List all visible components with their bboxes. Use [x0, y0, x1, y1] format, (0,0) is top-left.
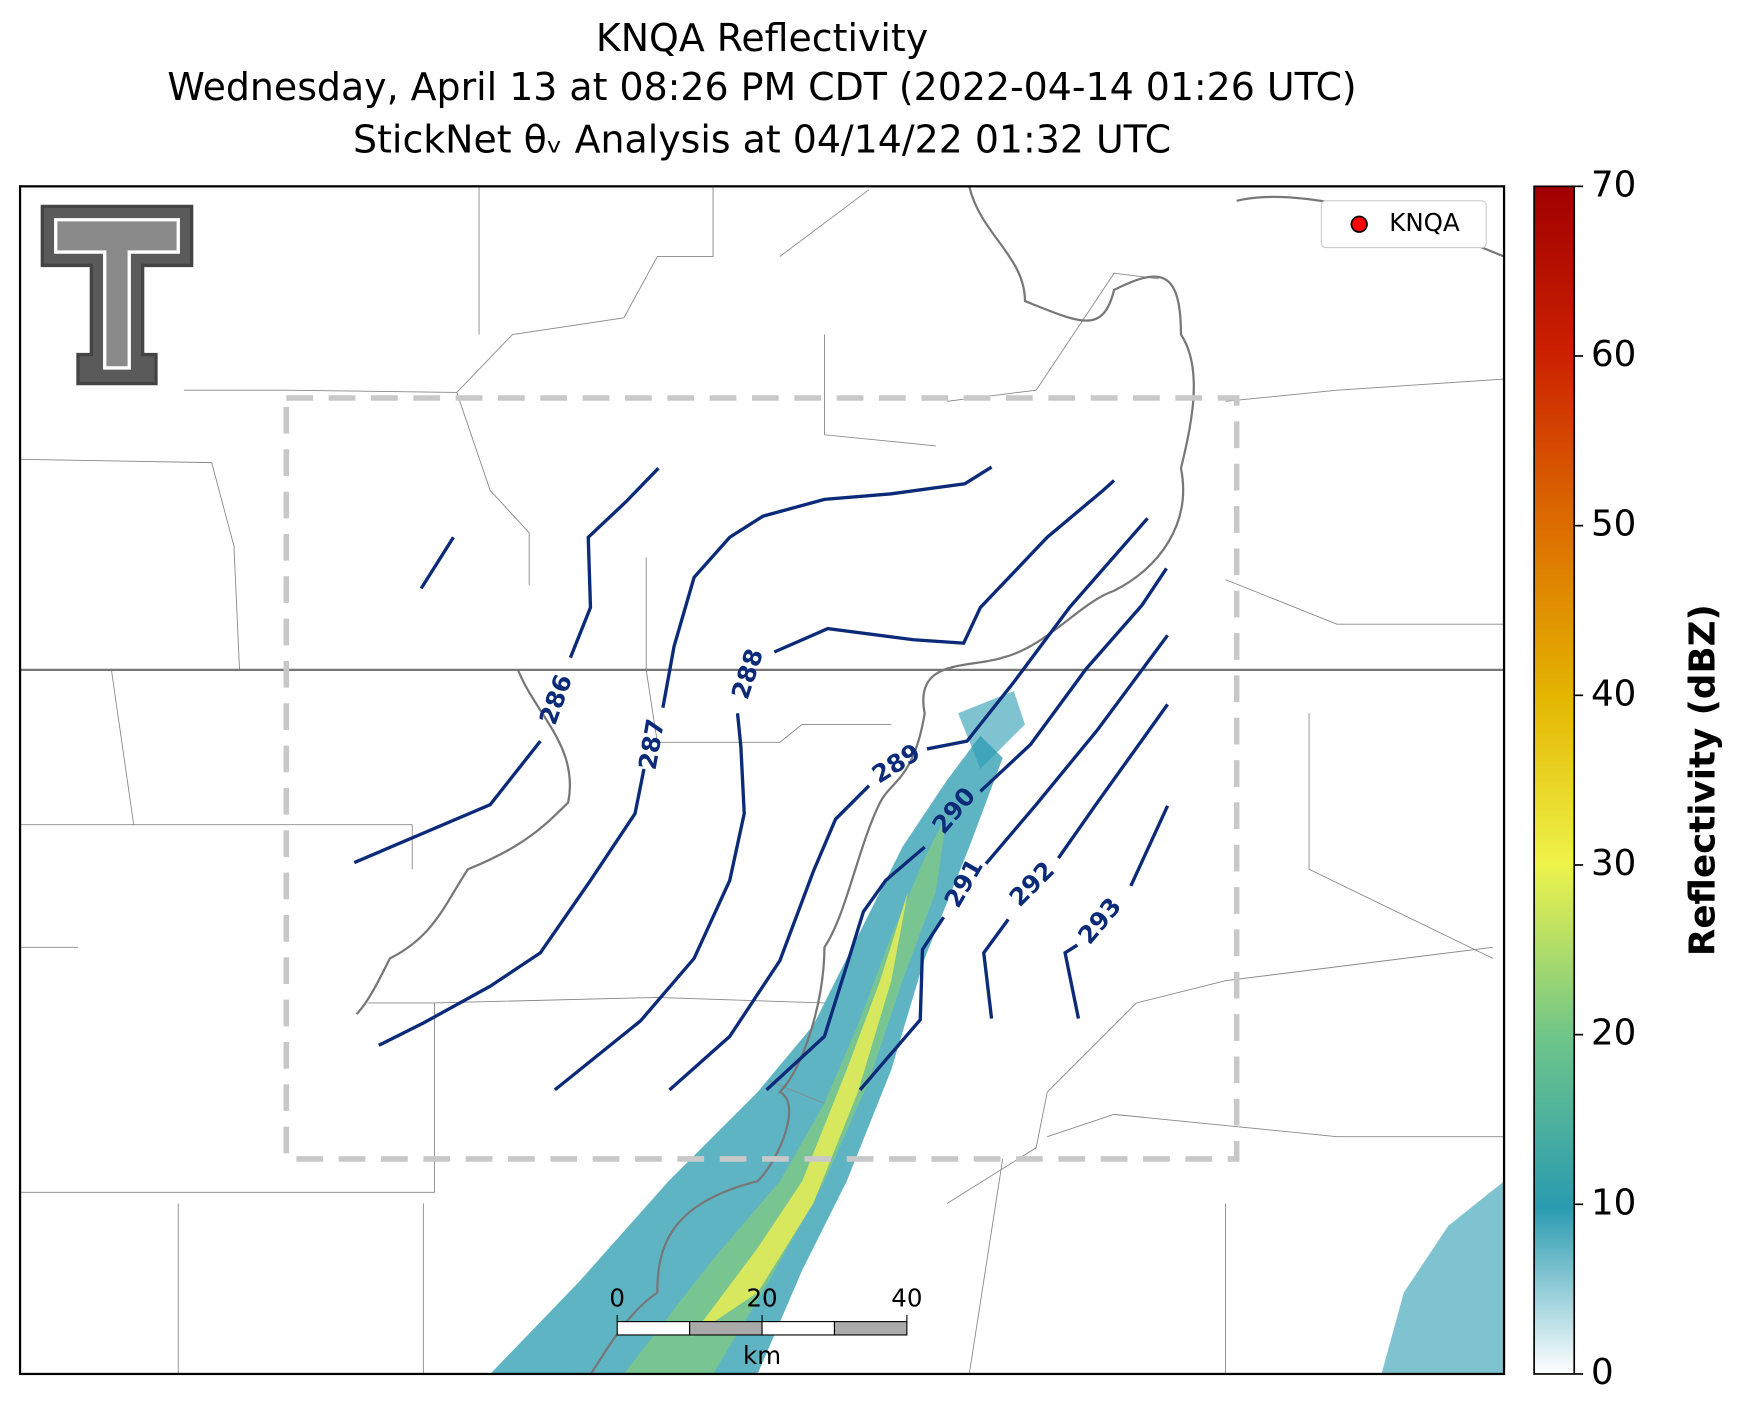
- legend: KNQA: [1320, 200, 1487, 249]
- scale-tick-label: 0: [609, 1283, 625, 1312]
- scale-segment: [616, 1321, 691, 1336]
- title: KNQA Reflectivity: [596, 16, 928, 60]
- colorbar-tick-label: 60: [1591, 334, 1636, 375]
- colorbar-tick-label: 0: [1591, 1352, 1614, 1393]
- legend-marker: [1350, 215, 1368, 233]
- colorbar-tick-label: 50: [1591, 504, 1636, 545]
- scale-segment: [833, 1321, 908, 1336]
- colorbar-tick-label: 40: [1591, 673, 1636, 714]
- title: StickNet θᵥ Analysis at 04/14/22 01:32 U…: [353, 117, 1171, 161]
- title: Wednesday, April 13 at 08:26 PM CDT (202…: [167, 65, 1356, 109]
- scale-segment: [689, 1321, 763, 1336]
- map-layer: [20, 186, 1505, 1374]
- analysis-domain: [283, 395, 1240, 1162]
- logo: [40, 204, 194, 386]
- colorbar-tick-label: 70: [1591, 164, 1636, 205]
- contour-lines: [353, 465, 1170, 1092]
- legend-label: KNQA: [1389, 208, 1460, 237]
- scale-tick-label: 20: [746, 1283, 777, 1312]
- scale-tick-label: 40: [891, 1283, 922, 1312]
- radar-echo: [490, 691, 1505, 1374]
- colorbar-tick-label: 10: [1591, 1182, 1636, 1223]
- colorbar-label: Reflectivity (dBZ): [1683, 604, 1724, 956]
- colorbar-tick-label: 20: [1591, 1013, 1636, 1054]
- map-frame: [18, 185, 1506, 1376]
- scale-bar: km 0 20 40: [609, 1283, 922, 1370]
- colorbar: [1533, 185, 1576, 1375]
- scale-unit: km: [743, 1341, 781, 1370]
- legend-box: [1320, 200, 1487, 249]
- colorbar-tick-label: 30: [1591, 843, 1636, 884]
- scale-segment: [761, 1321, 836, 1336]
